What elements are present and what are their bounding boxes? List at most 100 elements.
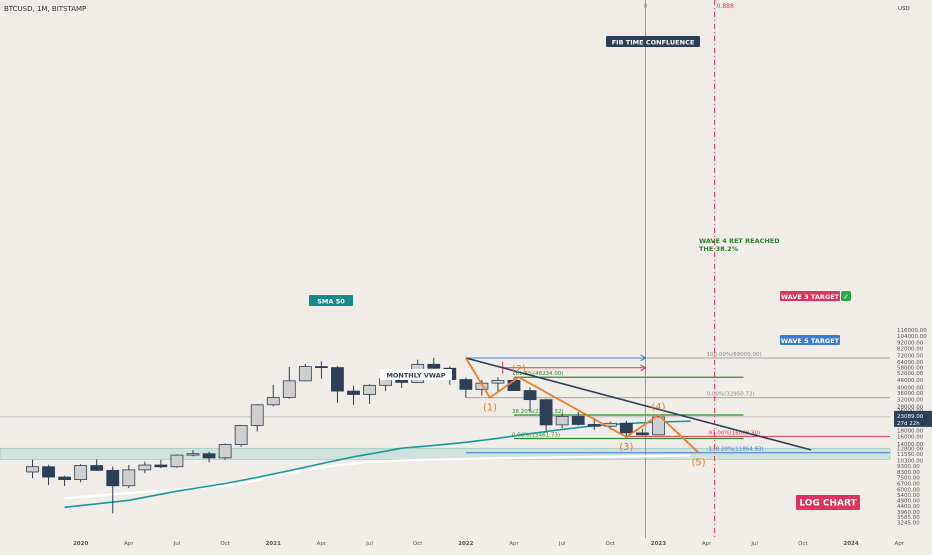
price-tick-label: 32000.00 <box>897 397 924 403</box>
candle-body <box>652 416 665 436</box>
candle[interactable] <box>26 459 39 479</box>
price-tick-label: 7500.00 <box>897 475 920 481</box>
candle[interactable] <box>58 475 71 486</box>
candle-body <box>170 454 184 468</box>
candle-body <box>298 366 312 382</box>
candle-body <box>523 390 537 401</box>
time-tick-label: Jul <box>173 541 181 547</box>
candle[interactable] <box>266 384 280 407</box>
candle[interactable] <box>347 385 360 405</box>
candle[interactable] <box>523 387 537 412</box>
wave4-annotation-line2: THE 38.2% <box>699 245 739 253</box>
candle[interactable] <box>202 451 216 463</box>
wave-label: (1) <box>483 403 497 414</box>
log-chart-tag-label: LOG CHART <box>799 499 857 509</box>
price-tick-label: 104000.00 <box>897 334 927 340</box>
arrowhead-icon <box>640 354 647 362</box>
price-tick-label: 18000.00 <box>897 428 924 434</box>
candle-body <box>507 379 521 391</box>
candle[interactable] <box>459 377 473 398</box>
time-tick-label: Apr <box>509 541 519 547</box>
candle[interactable] <box>298 363 312 382</box>
time-tick-label: Oct <box>220 541 230 547</box>
candle[interactable] <box>170 454 184 468</box>
candle[interactable] <box>314 361 328 379</box>
time-tick-label: Jul <box>558 541 566 547</box>
candle-body <box>636 432 649 436</box>
fib-level-label: -138.20%(11864.93) <box>707 447 764 453</box>
candle[interactable] <box>331 365 344 403</box>
time-tick-label: Apr <box>702 541 712 547</box>
candle-body <box>90 465 104 471</box>
time-tick-label: Apr <box>317 541 327 547</box>
candle-body <box>58 476 71 481</box>
candle-body <box>555 415 569 426</box>
candle-body <box>266 397 280 406</box>
fib-level-label: -97.00%(16088.30) <box>707 430 761 436</box>
time-tick-label: Oct <box>606 541 616 547</box>
candle-body <box>314 366 328 368</box>
price-tick-label: 36000.00 <box>897 391 924 397</box>
price-tick-label: 9300.00 <box>897 464 920 470</box>
candle-body <box>491 379 505 384</box>
candle[interactable] <box>234 424 248 447</box>
time-tick-label: Jul <box>365 541 373 547</box>
wave3-target-tag-label: WAVE 3 TARGET <box>781 293 840 301</box>
candle-body <box>459 379 473 390</box>
candle[interactable] <box>122 464 136 489</box>
candle[interactable] <box>138 461 152 474</box>
candle[interactable] <box>90 459 104 471</box>
price-tick-label: 3960.00 <box>897 510 920 516</box>
log-chart-tag <box>796 495 860 510</box>
price-tick-label: 8300.00 <box>897 470 920 476</box>
candle[interactable] <box>42 464 55 486</box>
candle[interactable] <box>282 367 296 399</box>
sma50-tag-label: SMA 50 <box>317 298 345 306</box>
checkmark-icon <box>841 291 851 301</box>
fib-time-confluence-tag <box>606 36 700 47</box>
fib-time-label: 0.888 <box>717 3 734 10</box>
candle-body <box>122 469 136 487</box>
candle[interactable] <box>571 412 585 426</box>
candle[interactable] <box>106 466 120 514</box>
price-tick-label: 10300.00 <box>897 458 924 464</box>
current-price-tag <box>894 410 932 427</box>
price-tick-label: 11550.00 <box>897 452 924 458</box>
candle[interactable] <box>652 415 665 436</box>
price-tick-label: 82000.00 <box>897 347 924 353</box>
fib-time-confluence-tag-label: FIB TIME CONFLUENCE <box>612 39 695 47</box>
time-tick-label: Apr <box>894 541 904 547</box>
candle[interactable] <box>555 413 569 428</box>
candle[interactable] <box>218 443 232 460</box>
axis-currency: USD <box>898 6 910 12</box>
candle[interactable] <box>491 377 505 392</box>
candle[interactable] <box>619 420 633 439</box>
candle-body <box>26 466 39 473</box>
candle[interactable] <box>636 429 649 436</box>
candle-body <box>234 425 248 445</box>
price-tick-label: 6000.00 <box>897 487 920 493</box>
candle[interactable] <box>250 404 264 432</box>
candle-body <box>218 444 232 459</box>
fib-level-label: 38.20%(23897.32) <box>512 409 564 415</box>
candle[interactable] <box>154 459 168 469</box>
price-tick-label: 4900.00 <box>897 498 920 504</box>
candle-body <box>347 390 360 395</box>
candle-body <box>42 466 55 478</box>
sma50-tag <box>309 295 353 306</box>
candle[interactable] <box>363 384 376 405</box>
symbol-title: BTCUSD, 1M, BITSTAMP <box>4 5 86 13</box>
candle[interactable] <box>539 398 553 432</box>
candle[interactable] <box>186 450 200 457</box>
fib-level-label: 0.00%(15461.73) <box>512 432 560 438</box>
candle-body <box>539 399 553 426</box>
fib-level-label: 100.00%(69000.00) <box>707 352 762 358</box>
candle[interactable] <box>74 464 88 483</box>
checkmark-glyph: ✓ <box>843 293 849 301</box>
price-tick-label: 52000.00 <box>897 371 924 377</box>
candle-body <box>106 469 120 487</box>
price-tick-label: 46000.00 <box>897 378 924 384</box>
wave-label: (4) <box>651 402 665 413</box>
